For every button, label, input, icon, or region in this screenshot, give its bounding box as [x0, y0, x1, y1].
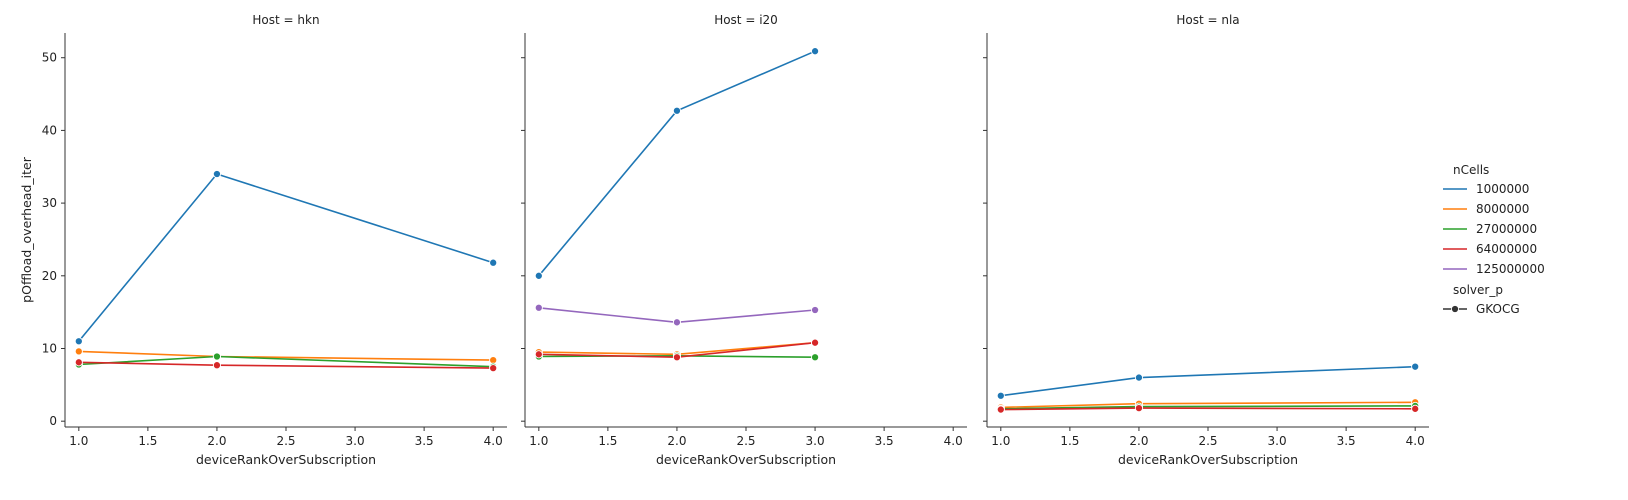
data-point-1000000: [996, 391, 1005, 400]
series-line-1000000: [78, 173, 494, 342]
x-tick-label: 1.5: [598, 434, 617, 448]
data-point-64000000: [489, 364, 498, 373]
data-point-64000000: [534, 350, 543, 359]
x-tick-label: 1.5: [138, 434, 157, 448]
legend-label-64000000: 64000000: [1476, 242, 1537, 256]
series-line-1000000: [1000, 365, 1416, 397]
y-axis-label: pOffload_overhead_iter: [19, 156, 34, 303]
legend-label-27000000: 27000000: [1476, 222, 1537, 236]
series-line-1000000: [538, 50, 816, 277]
data-point-1000000: [534, 271, 543, 280]
x-tick-label: 2.0: [667, 434, 686, 448]
x-axis-label: deviceRankOverSubscription: [656, 452, 836, 467]
data-point-1000000: [74, 337, 83, 346]
x-tick-label: 2.5: [736, 434, 755, 448]
x-tick-label: 4.0: [1406, 434, 1425, 448]
data-point-64000000: [1411, 404, 1420, 413]
y-tick-label: 0: [49, 414, 57, 428]
data-point-125000000: [534, 303, 543, 312]
x-tick-label: 1.0: [991, 434, 1010, 448]
x-tick-label: 1.5: [1060, 434, 1079, 448]
y-tick-label: 40: [42, 123, 57, 137]
x-tick-label: 2.5: [1198, 434, 1217, 448]
x-axis-label: deviceRankOverSubscription: [1118, 452, 1298, 467]
x-tick-label: 2.0: [1129, 434, 1148, 448]
data-point-1000000: [672, 106, 681, 115]
series-line-64000000: [1000, 407, 1416, 411]
x-tick-label: 4.0: [944, 434, 963, 448]
data-point-64000000: [672, 353, 681, 362]
data-point-64000000: [996, 405, 1005, 414]
y-tick-label: 50: [42, 51, 57, 65]
data-point-125000000: [672, 318, 681, 327]
x-tick-label: 1.0: [529, 434, 548, 448]
legend-label-8000000: 8000000: [1476, 202, 1529, 216]
legend-label-1000000: 1000000: [1476, 182, 1529, 196]
x-tick-label: 3.0: [1268, 434, 1287, 448]
data-point-64000000: [1134, 404, 1143, 413]
data-point-64000000: [74, 358, 83, 367]
facet-title: Host = nla: [1176, 13, 1239, 27]
x-tick-label: 1.0: [69, 434, 88, 448]
legend-title: nCells: [1453, 163, 1489, 177]
x-tick-label: 3.5: [415, 434, 434, 448]
legend-style-marker: [1450, 304, 1460, 314]
x-tick-label: 3.0: [806, 434, 825, 448]
data-point-1000000: [1134, 373, 1143, 382]
y-tick-label: 30: [42, 196, 57, 210]
legend-label-125000000: 125000000: [1476, 262, 1545, 276]
x-axis-label: deviceRankOverSubscription: [196, 452, 376, 467]
facet-title: Host = i20: [714, 13, 778, 27]
data-point-1000000: [811, 47, 820, 56]
data-point-27000000: [811, 353, 820, 362]
data-point-64000000: [811, 338, 820, 347]
y-tick-label: 10: [42, 341, 57, 355]
facet-title: Host = hkn: [252, 13, 319, 27]
x-tick-label: 2.0: [207, 434, 226, 448]
data-point-1000000: [1411, 362, 1420, 371]
y-tick-label: 20: [42, 269, 57, 283]
data-point-1000000: [489, 258, 498, 267]
data-point-64000000: [212, 361, 221, 370]
x-tick-label: 4.0: [484, 434, 503, 448]
x-tick-label: 3.0: [346, 434, 365, 448]
data-point-27000000: [212, 352, 221, 361]
legend-style-label: GKOCG: [1476, 302, 1520, 316]
x-tick-label: 3.5: [875, 434, 894, 448]
data-point-125000000: [811, 305, 820, 315]
data-point-1000000: [212, 169, 221, 179]
x-tick-label: 3.5: [1337, 434, 1356, 448]
x-tick-label: 2.5: [276, 434, 295, 448]
legend-style-title: solver_p: [1453, 283, 1503, 297]
data-point-8000000: [74, 347, 83, 356]
